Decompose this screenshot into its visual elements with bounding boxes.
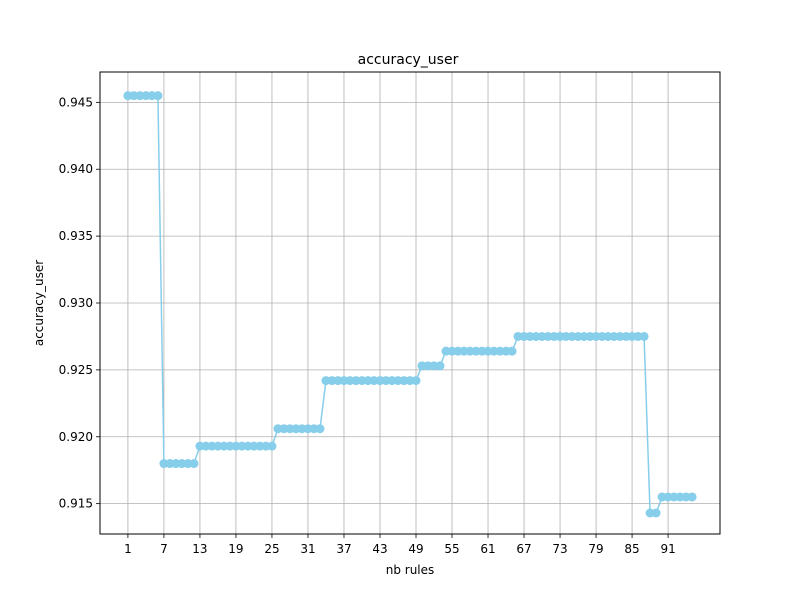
data-point — [687, 492, 697, 502]
x-tick-label: 55 — [444, 542, 459, 556]
x-tick-label: 13 — [192, 542, 207, 556]
y-tick-label: 0.925 — [59, 363, 93, 377]
x-tick-label: 19 — [228, 542, 243, 556]
x-tick-label: 7 — [160, 542, 168, 556]
data-point — [315, 424, 325, 434]
data-point — [189, 459, 199, 469]
data-point — [651, 508, 661, 518]
x-tick-label: 43 — [372, 542, 387, 556]
y-tick-label: 0.920 — [59, 430, 93, 444]
x-tick-label: 37 — [336, 542, 351, 556]
x-axis-label: nb rules — [386, 563, 435, 577]
y-tick-label: 0.940 — [59, 162, 93, 176]
x-tick-label: 61 — [480, 542, 495, 556]
data-points — [123, 91, 697, 518]
data-point — [153, 91, 163, 101]
data-point — [411, 376, 421, 386]
y-tick-label: 0.915 — [59, 497, 93, 511]
y-tick-label: 0.930 — [59, 296, 93, 310]
x-tick-label: 67 — [516, 542, 531, 556]
x-tick-label: 91 — [660, 542, 675, 556]
y-axis-ticks: 0.915 0.920 0.925 0.930 0.935 0.940 0.945 — [59, 95, 100, 511]
x-tick-label: 25 — [264, 542, 279, 556]
x-tick-label: 79 — [588, 542, 603, 556]
x-axis-ticks: 1 7 13 19 25 31 37 43 49 55 61 67 73 79 85 91 — [124, 534, 676, 556]
x-tick-label: 31 — [300, 542, 315, 556]
x-tick-label: 1 — [124, 542, 132, 556]
y-axis-label: accuracy_user — [32, 260, 46, 346]
x-tick-label: 73 — [552, 542, 567, 556]
chart-title: accuracy_user — [358, 52, 459, 68]
data-point — [507, 346, 517, 356]
data-point — [267, 441, 277, 451]
y-tick-label: 0.945 — [59, 95, 93, 109]
data-point — [639, 331, 649, 341]
grid — [100, 72, 720, 534]
x-tick-label: 85 — [624, 542, 639, 556]
y-tick-label: 0.935 — [59, 229, 93, 243]
x-tick-label: 49 — [408, 542, 423, 556]
data-point — [435, 361, 445, 371]
